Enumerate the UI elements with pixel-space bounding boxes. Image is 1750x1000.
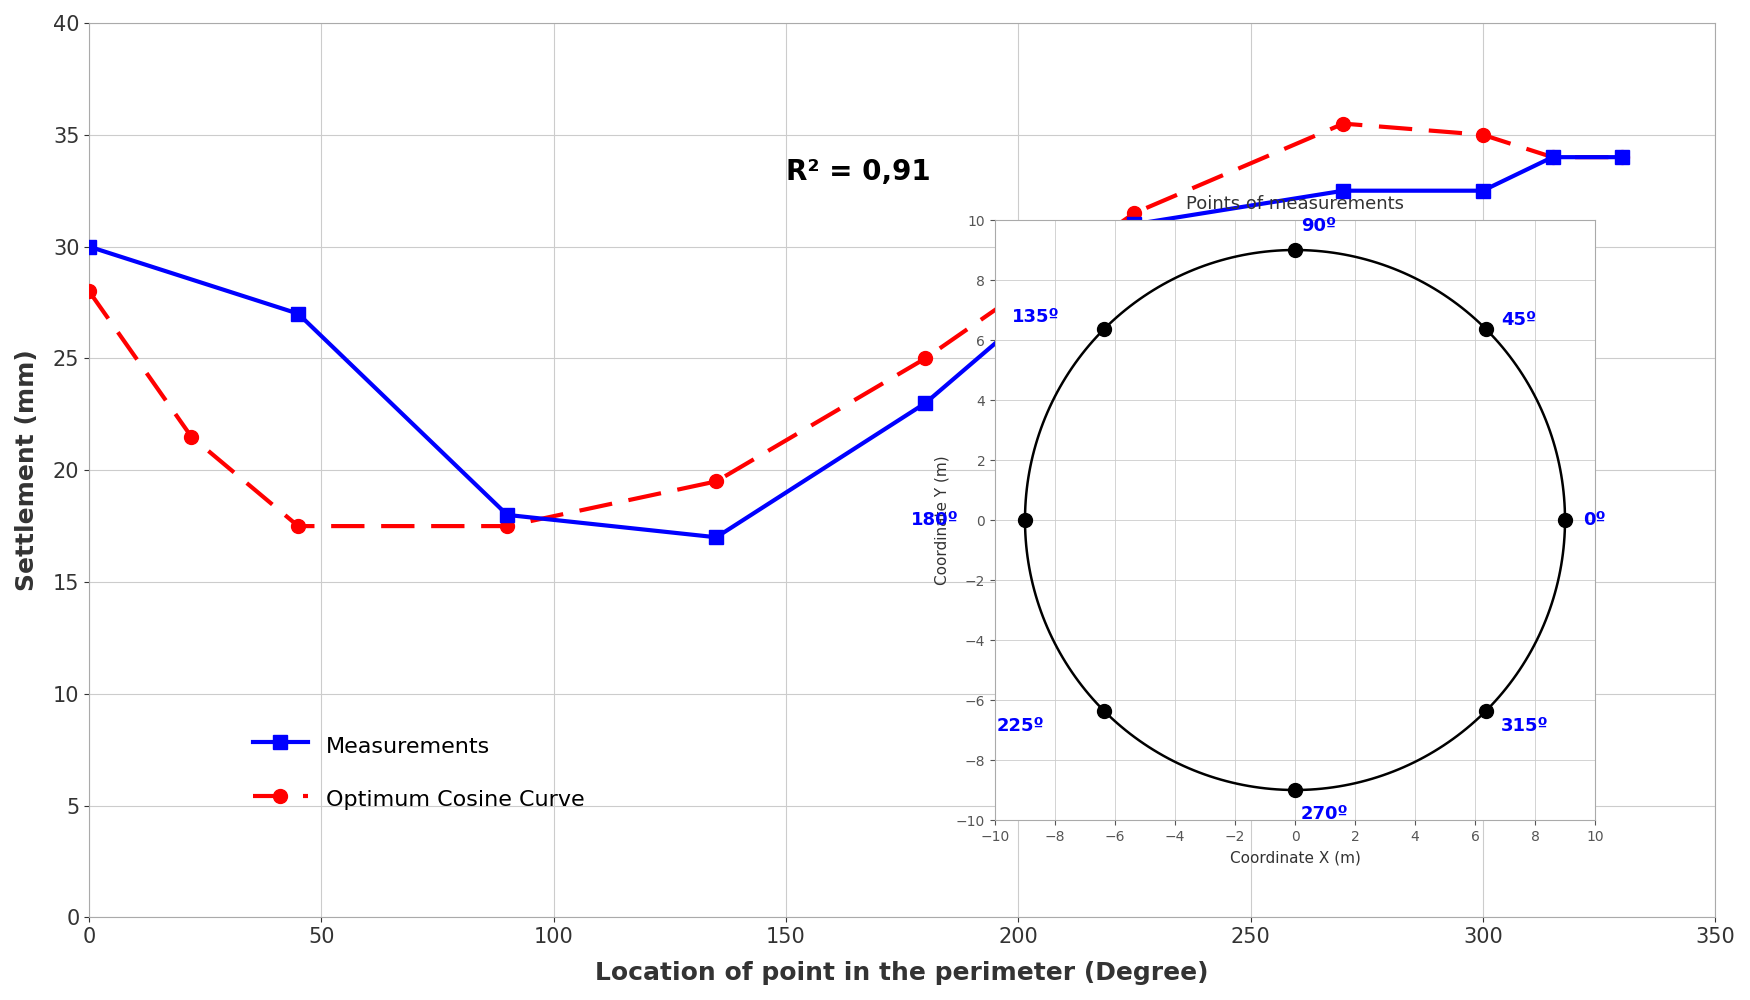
Optimum Cosine Curve: [180, 431, 201, 443]
Measurements: [915, 397, 936, 409]
Measurements: [1334, 185, 1354, 197]
Text: 135º: 135º: [1011, 308, 1059, 326]
Text: R² = 0,91: R² = 0,91: [786, 158, 931, 186]
Measurements: [497, 509, 518, 521]
Text: 45º: 45º: [1502, 311, 1536, 329]
Measurements: [1542, 151, 1563, 163]
Measurements: [1612, 151, 1633, 163]
Optimum Cosine Curve: [1472, 129, 1493, 141]
Optimum Cosine Curve: [497, 520, 518, 532]
Optimum Cosine Curve: [1334, 118, 1354, 130]
Y-axis label: Coordinate Y (m): Coordinate Y (m): [934, 455, 948, 585]
Text: 225º: 225º: [996, 717, 1045, 735]
Text: 315º: 315º: [1502, 717, 1549, 735]
Optimum Cosine Curve: [915, 352, 936, 364]
Text: 90º: 90º: [1300, 217, 1337, 235]
X-axis label: Location of point in the perimeter (Degree): Location of point in the perimeter (Degr…: [595, 961, 1209, 985]
Y-axis label: Settlement (mm): Settlement (mm): [16, 349, 38, 591]
Optimum Cosine Curve: [1124, 207, 1144, 219]
Measurements: [1472, 185, 1493, 197]
Legend: Measurements, Optimum Cosine Curve: Measurements, Optimum Cosine Curve: [231, 709, 607, 835]
Optimum Cosine Curve: [705, 475, 726, 487]
Text: 0º: 0º: [1584, 511, 1606, 529]
Optimum Cosine Curve: [79, 285, 100, 297]
Measurements: [1124, 218, 1144, 230]
Optimum Cosine Curve: [287, 520, 308, 532]
Optimum Cosine Curve: [1542, 151, 1563, 163]
Line: Measurements: Measurements: [82, 150, 1629, 544]
Title: Points of measurements: Points of measurements: [1186, 195, 1404, 213]
Optimum Cosine Curve: [1612, 151, 1633, 163]
Text: 180º: 180º: [912, 511, 959, 529]
Text: 270º: 270º: [1300, 805, 1349, 823]
X-axis label: Coordinate X (m): Coordinate X (m): [1230, 851, 1360, 866]
Measurements: [705, 531, 726, 543]
Measurements: [287, 308, 308, 320]
Line: Optimum Cosine Curve: Optimum Cosine Curve: [82, 117, 1629, 533]
Measurements: [79, 241, 100, 253]
